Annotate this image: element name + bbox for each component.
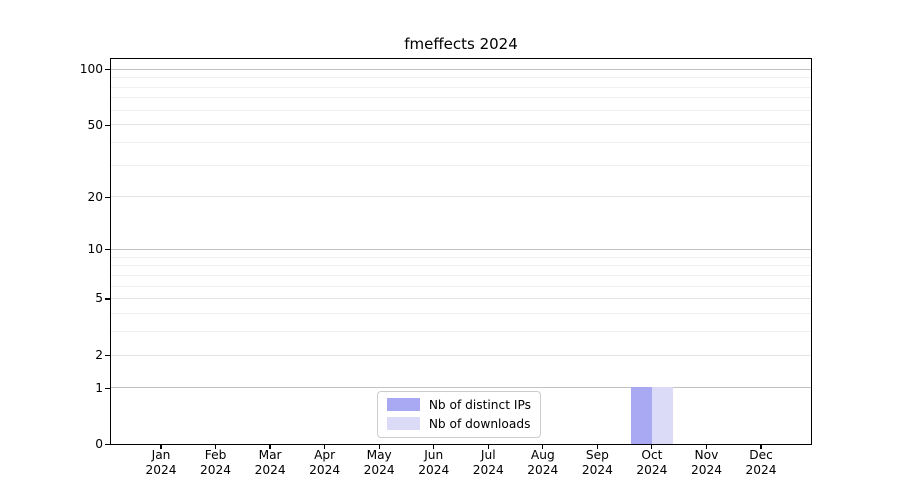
x-tick-label-line: Jan <box>151 448 171 462</box>
x-tick-mark <box>596 444 598 449</box>
y-tick-label: 10 <box>87 242 103 257</box>
x-tick-label-line: Jun <box>424 448 444 462</box>
legend-swatch-distinct-ips <box>386 398 420 412</box>
x-tick-mark <box>378 444 380 449</box>
y-tick-mark <box>105 68 110 71</box>
x-tick-mark <box>705 444 708 449</box>
x-tick-mark <box>269 444 271 449</box>
x-tick-label: Aug 2024 <box>511 448 575 478</box>
x-tick-mark <box>214 444 217 449</box>
y-gridline-major <box>110 298 811 300</box>
y-tick-mark <box>105 249 110 251</box>
x-tick-label-line: 2024 <box>254 463 286 477</box>
x-tick-label-line: 2024 <box>581 463 613 477</box>
x-tick-label-line: Mar <box>258 448 282 462</box>
x-tick-label-line: 2024 <box>363 463 395 477</box>
y-gridline-major <box>110 124 811 126</box>
x-tick-label: Nov 2024 <box>674 448 738 478</box>
x-tick-label: Jul 2024 <box>456 448 520 478</box>
y-tick-mark <box>105 354 110 356</box>
y-gridline-minor <box>110 265 811 267</box>
x-tick-mark <box>651 444 653 449</box>
y-tick-mark <box>105 124 110 126</box>
x-tick-mark <box>760 444 762 449</box>
y-tick-label: 0 <box>95 437 103 451</box>
x-tick-label: Feb 2024 <box>184 448 248 478</box>
x-tick-label: Oct 2024 <box>620 448 684 478</box>
y-gridline-decade <box>110 387 811 389</box>
y-tick-mark <box>105 387 110 389</box>
y-gridline-minor <box>110 285 811 287</box>
y-gridline-minor <box>110 86 811 88</box>
y-gridline-minor <box>110 164 811 166</box>
x-tick-label: Jan 2024 <box>129 448 193 478</box>
x-tick-label-line: 2024 <box>636 463 668 477</box>
y-gridline-major <box>110 354 811 356</box>
y-gridline-minor <box>110 256 811 258</box>
y-tick-mark <box>105 196 110 198</box>
y-tick-label: 50 <box>87 117 103 132</box>
y-tick-mark <box>105 298 110 300</box>
y-gridline-decade <box>110 248 811 250</box>
y-tick-label: 5 <box>95 291 103 306</box>
bar-downloads <box>651 387 673 444</box>
x-tick-label: Dec 2024 <box>729 448 793 478</box>
y-gridline-minor <box>110 97 811 99</box>
y-gridline-minor <box>110 313 811 315</box>
y-gridline-major <box>110 196 811 198</box>
legend-label-distinct-ips: Nb of distinct IPs <box>428 397 531 412</box>
legend-label-downloads: Nb of downloads <box>428 416 531 431</box>
y-tick-label: 2 <box>95 347 103 362</box>
x-tick-label-line: 2024 <box>690 463 722 477</box>
chart-title: fmeffects 2024 <box>404 35 518 53</box>
x-tick-label-line: 2024 <box>745 463 777 477</box>
x-tick-label: May 2024 <box>347 448 411 478</box>
y-tick-label: 1 <box>95 380 103 395</box>
x-tick-label-line: Feb <box>204 448 227 462</box>
y-gridline-minor <box>110 331 811 333</box>
y-gridline-minor <box>110 142 811 144</box>
x-tick-label: Jun 2024 <box>402 448 466 478</box>
y-gridline-decade <box>110 68 811 70</box>
x-tick-label-line: Apr <box>314 448 336 462</box>
x-tick-label-line: May <box>366 448 392 462</box>
x-tick-label: Sep 2024 <box>565 448 629 478</box>
x-tick-label: Apr 2024 <box>293 448 357 478</box>
legend: Nb of distinct IPs Nb of downloads <box>376 390 541 438</box>
x-tick-label-line: 2024 <box>472 463 504 477</box>
y-tick-mark <box>105 444 110 446</box>
y-gridline-minor <box>110 77 811 79</box>
x-tick-mark <box>433 444 435 449</box>
x-tick-label-line: Jul <box>480 448 496 462</box>
x-tick-mark <box>542 444 544 449</box>
y-tick-label: 100 <box>79 61 103 76</box>
x-tick-label-line: 2024 <box>309 463 341 477</box>
legend-item-distinct-ips: Nb of distinct IPs <box>386 397 531 412</box>
x-tick-label-line: 2024 <box>200 463 232 477</box>
legend-item-downloads: Nb of downloads <box>386 416 531 431</box>
x-tick-label-line: 2024 <box>418 463 450 477</box>
x-tick-label-line: 2024 <box>527 463 559 477</box>
legend-swatch-downloads <box>386 417 420 431</box>
x-tick-mark <box>160 444 162 449</box>
y-gridline-minor <box>110 109 811 111</box>
x-tick-label-line: 2024 <box>145 463 177 477</box>
y-tick-label: 20 <box>87 189 103 204</box>
x-tick-label-line: Nov <box>694 448 719 462</box>
bar-distinct-ips <box>630 387 652 444</box>
x-tick-label-line: Dec <box>749 448 773 462</box>
y-gridline-minor <box>110 274 811 276</box>
x-tick-label-line: Sep <box>585 448 609 462</box>
x-tick-mark <box>324 444 326 449</box>
x-tick-label-line: Aug <box>530 448 555 462</box>
x-tick-mark <box>487 444 489 449</box>
x-tick-label-line: Oct <box>641 448 663 462</box>
x-tick-label: Mar 2024 <box>238 448 302 478</box>
plot-area: Nb of distinct IPs Nb of downloads <box>109 57 812 445</box>
